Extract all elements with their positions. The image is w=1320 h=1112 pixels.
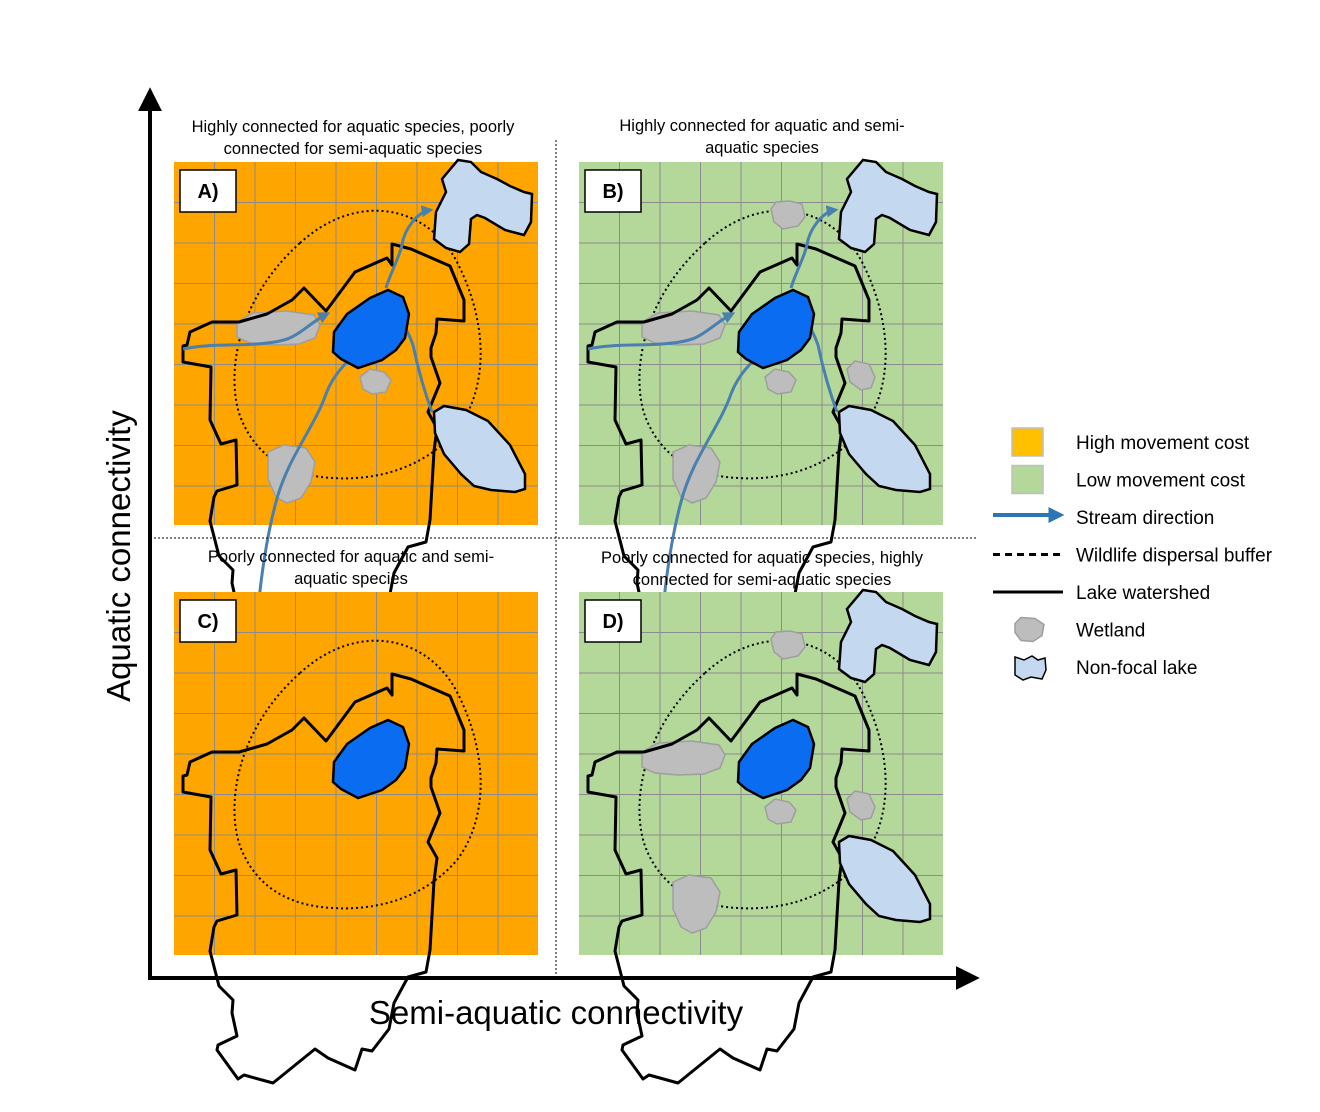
panel-letter: D) [602,611,623,633]
panel-label-box [584,599,642,643]
panel-title-line: aquatic species [294,570,408,588]
stream-arrow [587,312,736,351]
lake-watershed [181,672,466,1085]
non-focal-lake [837,404,932,494]
legend: High movement cost Low movement cost Strea… [993,427,1273,681]
wetland [359,368,392,395]
panel-letter: C) [197,611,218,633]
panel-label-box [584,169,642,213]
legend-label: High movement cost [1076,433,1250,454]
wetland [846,360,876,391]
panel-letter: B) [602,181,623,203]
panel-map [586,588,939,1085]
y-axis-label: Aquatic connectivity [100,410,137,702]
legend-swatch [1011,464,1044,495]
wetland [770,200,806,230]
wetland [672,874,721,934]
focal-lake [736,288,816,370]
wetland [764,798,797,825]
legend-item-wetland: Wetland [1014,616,1145,643]
panel-title-line: Poorly connected for aquatic and semi- [208,548,494,566]
legend-label: Wetland [1076,621,1145,642]
non-focal-lake [432,158,534,254]
focal-lake [736,718,816,800]
panel-title-line: connected for semi-aquatic species [224,140,483,158]
panel-c: Poorly connected for aquatic and semi-aq… [174,548,538,1085]
legend-label: Wildlife dispersal buffer [1076,546,1273,567]
stream-arrow [384,205,434,289]
stream-arrow [182,312,331,351]
panel-d: Poorly connected for aquatic species, hi… [579,549,943,1085]
dispersal-buffer [233,639,482,910]
legend-label: Non-focal lake [1076,658,1197,679]
stream-arrow [789,205,839,289]
wetland [846,790,876,821]
panel-map [181,639,482,1085]
legend-swatch [1011,427,1044,457]
focal-lake [331,718,411,800]
panel-a: Highly connected for aquatic species, po… [174,118,538,668]
non-focal-lake [837,588,939,684]
legend-wetland-shape [1014,616,1045,643]
panel-letter: A) [197,181,218,203]
dispersal-buffer [638,639,887,910]
legend-item-buffer: Wildlife dispersal buffer [993,546,1273,567]
legend-item-watershed: Lake watershed [993,583,1210,604]
legend-label: Low movement cost [1076,471,1246,492]
panel-label-box [179,599,237,643]
panel-map [181,158,534,668]
wetland [236,310,321,346]
non-focal-lake [432,404,527,494]
legend-lake-shape [1014,655,1047,681]
legend-item-stream: Stream direction [993,507,1214,529]
panels: Highly connected for aquatic species, po… [174,117,943,1085]
wetland [641,310,726,346]
panel-title-line: connected for semi-aquatic species [633,571,892,589]
wetland [641,740,726,776]
panel-b: Highly connected for aquatic and semi-aq… [579,117,943,668]
dispersal-buffer [638,209,887,480]
panel-label-box [179,169,237,213]
wetland [764,368,797,395]
panel-map [586,158,939,668]
panel-title-line: Highly connected for aquatic species, po… [192,118,516,136]
legend-label: Lake watershed [1076,583,1210,604]
panel-title-line: Poorly connected for aquatic species, hi… [601,549,924,567]
dispersal-buffer [233,209,482,480]
wetland [770,630,806,660]
panel-title-line: Highly connected for aquatic and semi- [619,117,904,135]
legend-item-lake: Non-focal lake [1014,655,1197,681]
focal-lake [331,288,411,370]
non-focal-lake [837,834,932,924]
panel-title-line: aquatic species [705,139,819,157]
lake-watershed [586,672,871,1085]
legend-item-high: High movement cost [1011,427,1250,457]
non-focal-lake [837,158,939,254]
legend-label: Stream direction [1076,508,1214,529]
x-axis-label: Semi-aquatic connectivity [369,994,744,1031]
legend-item-low: Low movement cost [1011,464,1246,495]
